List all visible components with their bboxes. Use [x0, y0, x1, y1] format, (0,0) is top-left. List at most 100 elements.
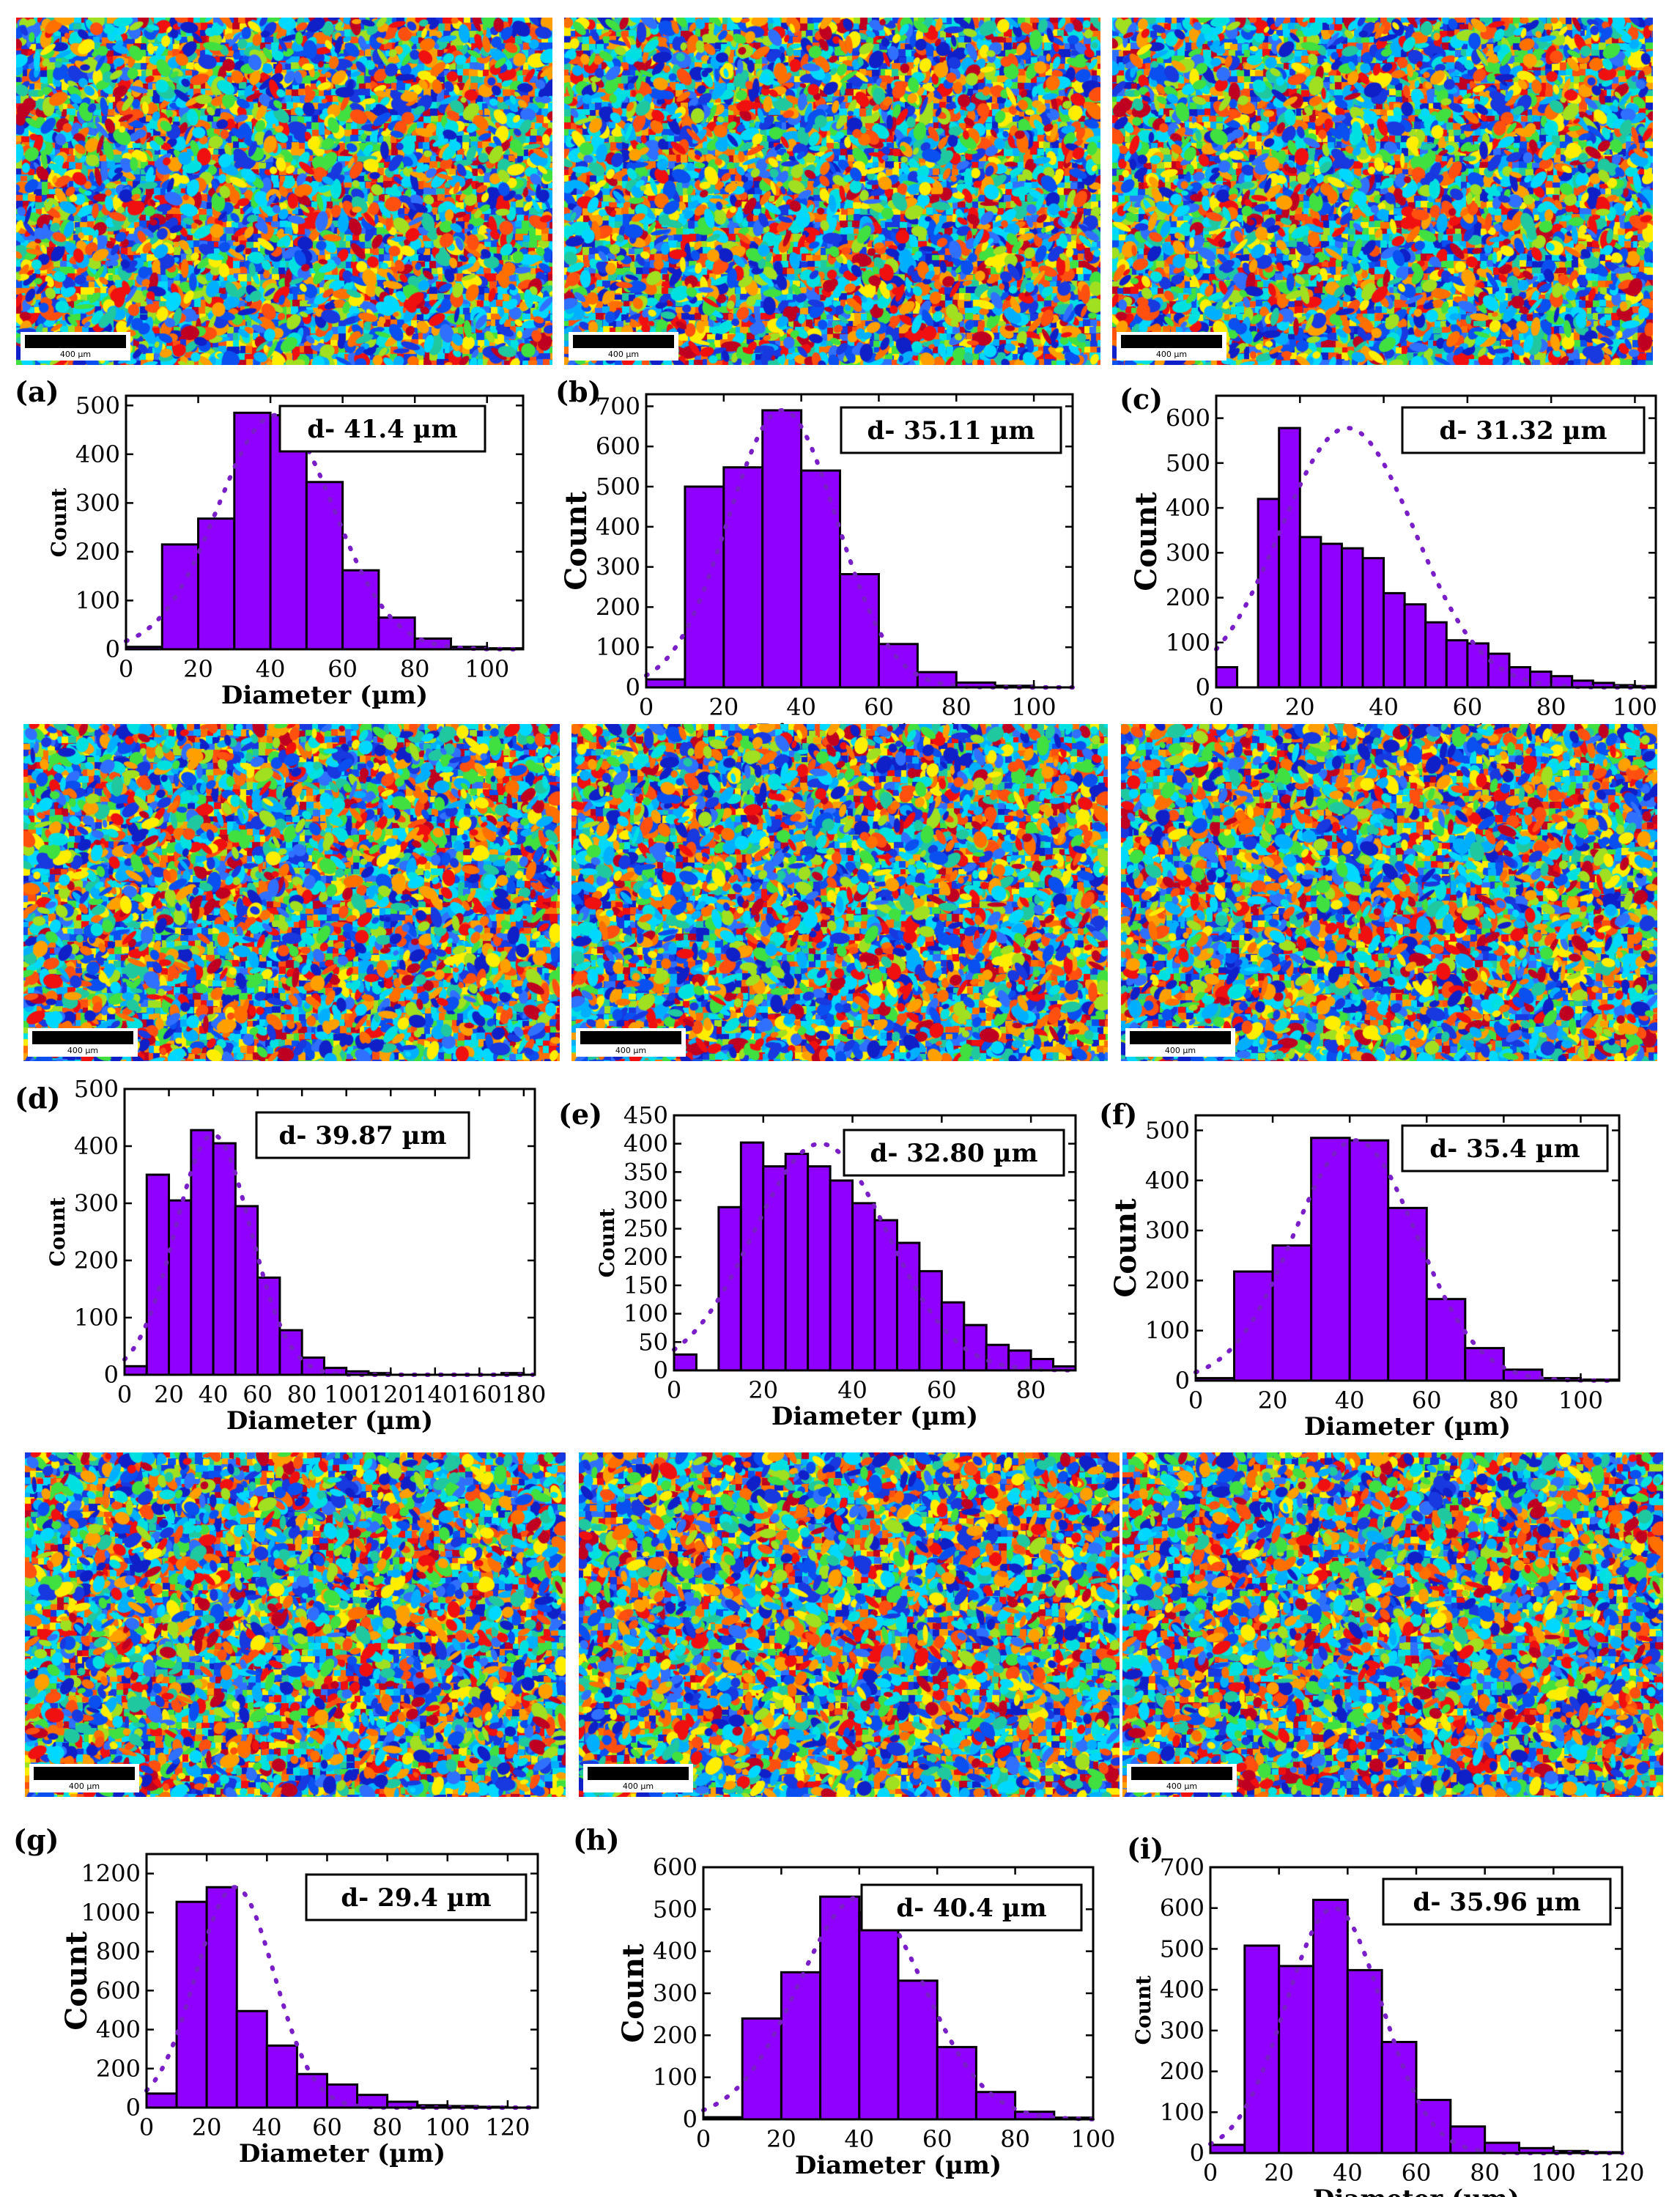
histogram-bar	[190, 1129, 215, 1376]
y-tick-label: 600	[1160, 1894, 1205, 1922]
mean-diameter-box	[860, 1883, 1083, 1932]
histogram-bar	[341, 569, 380, 651]
x-tick-label: 20	[154, 1381, 184, 1408]
mean-diameter-label: d- 40.4 µm	[896, 1894, 1046, 1923]
histogram-bar	[1271, 1244, 1313, 1382]
y-tick-label: 0	[1190, 2139, 1205, 2167]
x-tick-label: 0	[139, 2113, 154, 2141]
x-tick-label: 120	[1599, 2159, 1644, 2187]
scale-bar-label: 400 µm	[622, 1781, 654, 1791]
mean-diameter-label: d- 35.4 µm	[1429, 1134, 1580, 1164]
scale-bar: 400 µm	[28, 1028, 138, 1057]
y-tick-label: 500	[74, 1075, 119, 1103]
histogram-bar	[761, 409, 803, 689]
y-tick-label: 300	[1166, 539, 1210, 566]
x-tick-label: 60	[1412, 1386, 1442, 1414]
x-tick-label: 60	[922, 2125, 952, 2153]
x-axis-label: Diameter (µm)	[1313, 2185, 1520, 2197]
x-tick-label: 80	[941, 693, 972, 721]
x-tick-label: 20	[192, 2113, 222, 2141]
histogram-bar	[1320, 542, 1343, 689]
y-tick-label: 50	[638, 1328, 668, 1356]
histogram-bar	[1298, 536, 1322, 689]
fit-curve	[672, 1141, 1076, 1373]
grain-map-g: 400 µm	[25, 1452, 566, 1797]
y-tick-label: 0	[1196, 673, 1210, 701]
plot-frame	[123, 1088, 536, 1376]
x-tick-label: 100	[1531, 2159, 1576, 2187]
histogram-bar	[265, 2044, 298, 2109]
y-tick-label: 400	[653, 1938, 697, 1965]
x-tick-label: 40	[844, 2125, 874, 2153]
panel-label-f: (f)	[1099, 1098, 1138, 1131]
histogram-bar	[1310, 1137, 1351, 1382]
y-tick-label: 500	[596, 473, 640, 501]
scale-bar: 400 µm	[1127, 1764, 1237, 1792]
y-tick-label: 100	[623, 1300, 668, 1328]
y-tick-label: 800	[96, 1938, 141, 1965]
x-tick-label: 40	[256, 655, 286, 683]
x-tick-label: 100	[1558, 1386, 1603, 1414]
mean-diameter-label: d- 35.96 µm	[1413, 1888, 1581, 1917]
y-tick-label: 1000	[81, 1899, 141, 1927]
x-axis-label: Diameter (µm)	[771, 1402, 978, 1431]
scale-bar-label: 400 µm	[68, 1781, 100, 1791]
y-tick-label: 450	[623, 1101, 668, 1129]
histogram-bar	[877, 643, 919, 689]
y-tick-label: 200	[1145, 1266, 1190, 1294]
y-tick-label: 200	[1166, 584, 1210, 612]
histogram-bar	[145, 1173, 171, 1376]
y-tick-label: 100	[1166, 629, 1210, 657]
histogram-c: 0204060801000100200300400500600Diameter …	[1114, 366, 1680, 748]
x-tick-label: 60	[1452, 693, 1482, 721]
y-tick-label: 600	[1166, 405, 1210, 432]
grain-map-e: 400 µm	[571, 724, 1108, 1061]
y-tick-label: 200	[74, 1247, 119, 1274]
histogram-b: 0204060801000100200300400500600700Diamet…	[557, 366, 1114, 748]
y-axis-label: Count	[47, 488, 71, 558]
scale-bar-label: 400 µm	[1155, 350, 1188, 359]
histogram-bar	[807, 1165, 832, 1372]
y-tick-label: 300	[75, 489, 120, 517]
x-tick-label: 60	[864, 693, 894, 721]
histogram-bar	[233, 411, 272, 651]
y-tick-label: 400	[623, 1130, 668, 1158]
x-axis-label: Diameter (µm)	[239, 2139, 445, 2168]
histogram-bar	[1312, 1899, 1349, 2154]
x-tick-label: 80	[1000, 2125, 1030, 2153]
histogram-bar	[762, 1165, 787, 1372]
x-tick-label: 160	[457, 1381, 502, 1408]
y-tick-label: 200	[75, 538, 120, 566]
scale-bar-label: 400 µm	[1166, 1781, 1198, 1791]
y-axis-label: Count	[559, 491, 593, 591]
y-tick-label: 200	[96, 2055, 141, 2083]
histogram-bar	[1278, 427, 1301, 689]
grain-map-b: 400 µm	[564, 18, 1100, 365]
plot-frame	[125, 394, 525, 651]
histogram-bar	[1278, 1965, 1315, 2154]
scale-bar: 400 µm	[569, 332, 678, 361]
histogram-bar	[858, 1911, 900, 2121]
x-tick-label: 20	[183, 655, 213, 683]
fit-curve	[124, 413, 525, 651]
x-tick-label: 120	[369, 1381, 413, 1408]
x-tick-label: 180	[501, 1381, 546, 1408]
histogram-bar	[1361, 557, 1385, 689]
histogram-bar	[1014, 2111, 1056, 2121]
panel-label-b: (b)	[555, 375, 602, 408]
mean-diameter-label: d- 39.87 µm	[279, 1121, 447, 1151]
fit-curve	[644, 407, 1075, 690]
histogram-bar	[839, 572, 880, 689]
histogram-bar	[1346, 1968, 1383, 2154]
x-tick-label: 40	[786, 693, 816, 721]
x-tick-label: 0	[117, 1381, 132, 1408]
y-tick-label: 0	[683, 2105, 697, 2133]
histogram-bar	[212, 1142, 237, 1376]
x-tick-label: 20	[1285, 693, 1315, 721]
histogram-bar	[717, 1205, 742, 1372]
y-tick-label: 400	[74, 1132, 119, 1160]
grain-map-f: 400 µm	[1121, 724, 1657, 1061]
histogram-bar	[916, 671, 958, 689]
y-tick-label: 0	[654, 1356, 668, 1384]
mean-diameter-box	[843, 1129, 1065, 1177]
